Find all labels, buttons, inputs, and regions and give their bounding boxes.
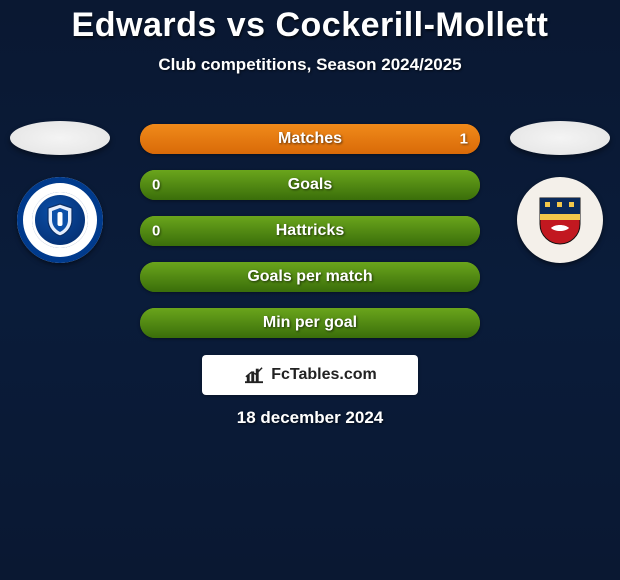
stat-label: Min per goal — [263, 314, 357, 332]
stat-value-right: 1 — [460, 131, 468, 148]
stat-label: Goals — [288, 176, 332, 194]
stats-panel: 1 Matches 0 Goals 0 Hattricks Goals per match M… — [140, 124, 480, 354]
attribution-badge: FcTables.com — [202, 355, 418, 395]
page-title: Edwards vs Cockerill-Mollett — [0, 0, 620, 45]
stat-row: 1 Matches — [140, 124, 480, 154]
stat-row: 0 Hattricks — [140, 216, 480, 246]
stat-row: Goals per match — [140, 262, 480, 292]
player-right-ellipse — [510, 121, 610, 155]
shield-icon — [537, 194, 583, 246]
stat-value-left: 0 — [152, 223, 160, 240]
team-right-crest — [517, 177, 603, 263]
stat-row: Min per goal — [140, 308, 480, 338]
comparison-widget: Edwards vs Cockerill-Mollett Club compet… — [0, 0, 620, 580]
chart-icon — [243, 366, 265, 384]
stat-row: 0 Goals — [140, 170, 480, 200]
stat-label: Matches — [278, 130, 342, 148]
shield-icon — [45, 202, 75, 238]
stat-label: Hattricks — [276, 222, 344, 240]
stat-label: Goals per match — [247, 268, 372, 286]
subtitle: Club competitions, Season 2024/2025 — [0, 55, 620, 75]
team-left-crest — [17, 177, 103, 263]
footer-date: 18 december 2024 — [0, 408, 620, 428]
player-left-ellipse — [10, 121, 110, 155]
stat-value-left: 0 — [152, 177, 160, 194]
attribution-text: FcTables.com — [271, 366, 377, 384]
